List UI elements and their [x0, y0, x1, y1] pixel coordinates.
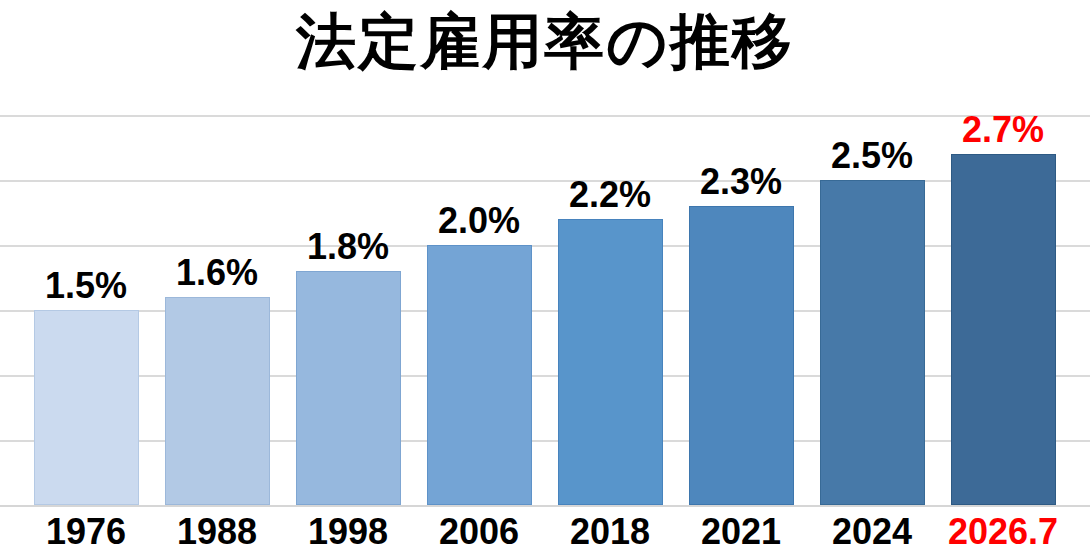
bar-1988	[165, 297, 270, 505]
x-axis-line	[0, 505, 1090, 507]
gridline	[0, 310, 1090, 312]
gridline	[0, 375, 1090, 377]
plot-area: 1.5%19761.6%19881.8%19982.0%20062.2%2018…	[0, 0, 1090, 558]
bar-2021	[689, 206, 794, 505]
bar-2018	[558, 219, 663, 505]
bar-value-label: 2.7%	[903, 110, 1090, 150]
chart-canvas: { "chart_data": { "type": "bar", "title"…	[0, 0, 1090, 558]
bar-1998	[296, 271, 401, 505]
gridline	[0, 245, 1090, 247]
x-axis-label: 2026.7	[903, 511, 1090, 553]
gridline	[0, 440, 1090, 442]
bar-1976	[34, 310, 139, 505]
bar-2024	[820, 180, 925, 505]
bar-2006	[427, 245, 532, 505]
bar-2026.7	[951, 154, 1056, 505]
